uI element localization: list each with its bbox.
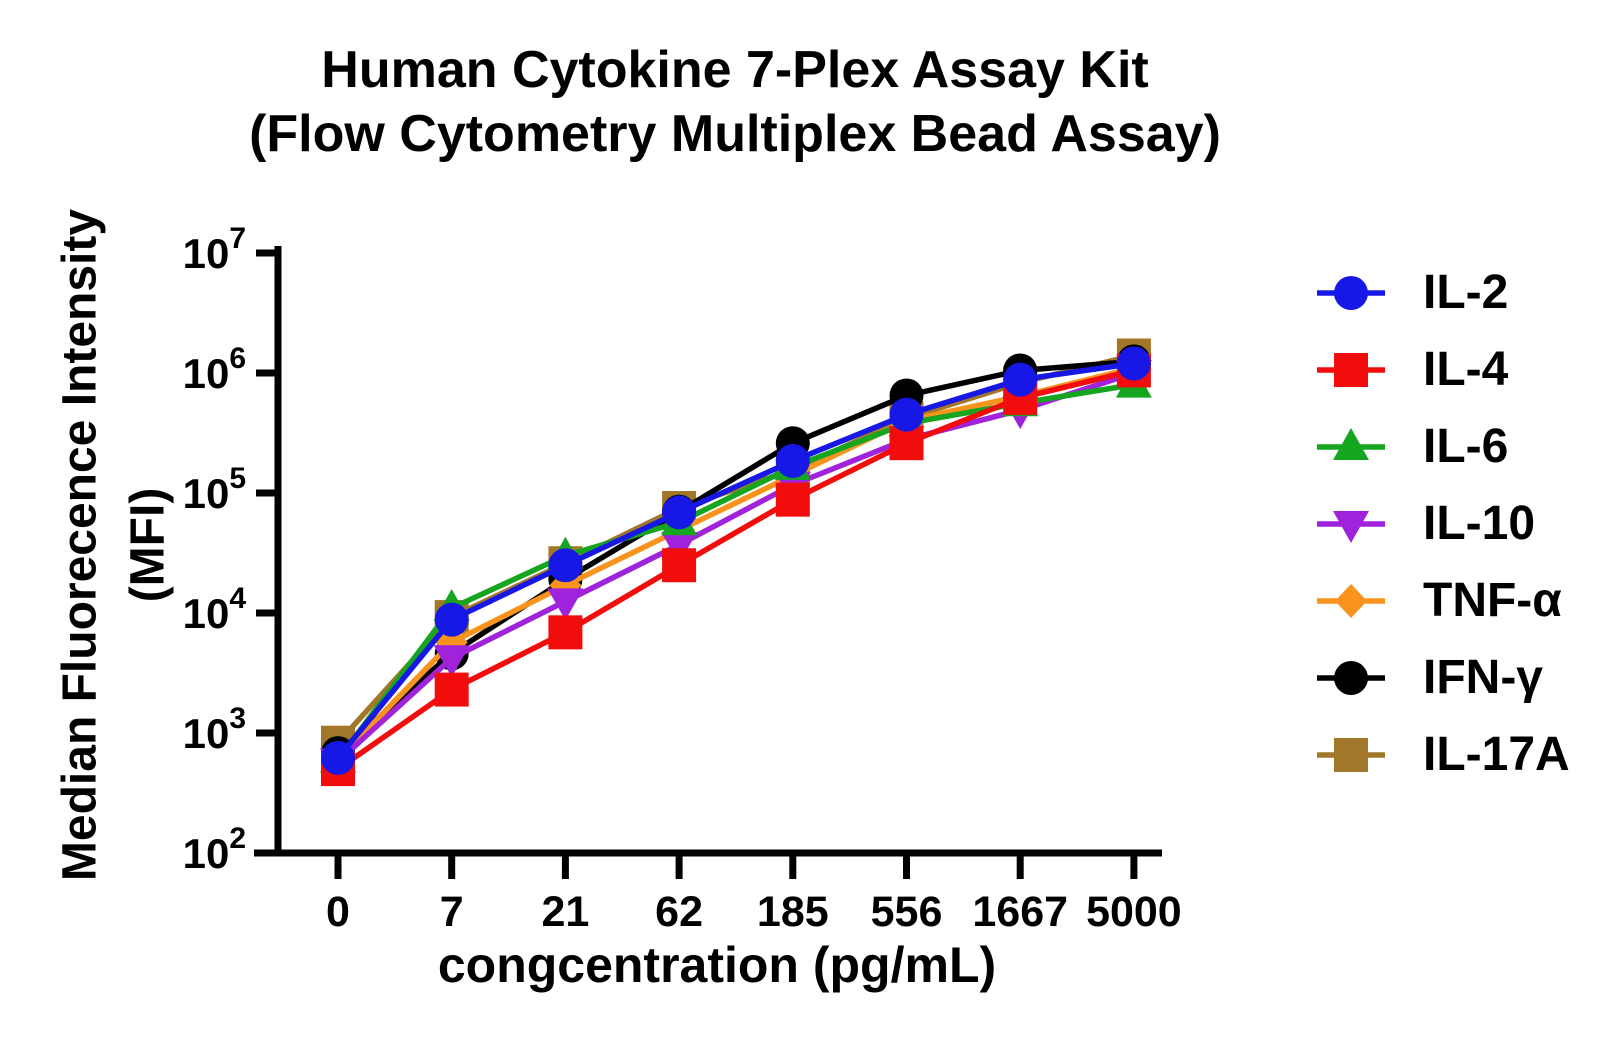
legend-item-TNF-α: TNF-α (1317, 562, 1570, 639)
legend-marker (1334, 660, 1368, 695)
legend: IL-2 IL-4 IL-6 IL-10 TNF-α IFN-γ IL-17A (1317, 254, 1570, 793)
series-marker-IL-4 (889, 426, 924, 461)
x-tick-label: 21 (541, 888, 589, 936)
series-marker-IL-10 (547, 588, 584, 621)
series-line-IL-10 (336, 370, 1135, 764)
legend-item-IFN-γ: IFN-γ (1317, 639, 1570, 716)
y-tick-label: 104 (183, 582, 247, 637)
x-tick-label: 5000 (1086, 888, 1182, 936)
legend-label: IL-2 (1423, 265, 1509, 319)
legend-marker (1334, 352, 1368, 387)
series-marker-IL-2 (434, 602, 469, 637)
x-tick-label: 556 (871, 888, 943, 936)
series-line-IFN-γ (336, 358, 1135, 756)
legend-item-IL-4: IL-4 (1317, 331, 1570, 408)
chart-title-line2: (Flow Cytometry Multiplex Bead Assay) (249, 105, 1221, 163)
x-tick-label: 0 (326, 888, 350, 936)
legend-marker-icon-IFN-γ (1317, 660, 1385, 695)
x-tick-label: 7 (440, 888, 464, 936)
legend-marker (1334, 275, 1368, 310)
legend-marker (1333, 427, 1369, 460)
legend-label: IFN-γ (1423, 650, 1543, 704)
x-tick-label: 62 (655, 888, 703, 936)
series-marker-IL-4 (662, 548, 697, 583)
legend-item-IL-6: IL-6 (1317, 408, 1570, 485)
series-line-IL-4 (336, 367, 1135, 772)
chart-title: Human Cytokine 7-Plex Assay Kit (Flow Cy… (60, 38, 1410, 166)
series-line-TNF-α (336, 365, 1135, 762)
x-axis-title: congcentration (pg/mL) (437, 937, 997, 993)
series-marker-IL-10 (661, 531, 698, 564)
series-line-IL-2 (335, 360, 1135, 760)
legend-marker-icon-IL-4 (1317, 352, 1385, 387)
series-marker-IL-4 (775, 482, 810, 517)
legend-marker-icon-IL-2 (1317, 275, 1385, 310)
legend-item-IL-10: IL-10 (1317, 485, 1570, 562)
legend-marker (1333, 510, 1369, 543)
legend-marker-icon-TNF-α (1317, 583, 1385, 618)
series-marker-IL-4 (548, 615, 583, 650)
x-tick-label: 185 (757, 888, 829, 936)
legend-label: TNF-α (1423, 573, 1562, 627)
legend-marker (1335, 583, 1367, 618)
series-marker-IL-2 (321, 740, 355, 775)
legend-marker-icon-IL-10 (1317, 510, 1385, 543)
y-tick-label: 103 (183, 702, 246, 757)
series-marker-IL-2 (889, 397, 924, 432)
y-tick-label: 107 (183, 222, 246, 277)
legend-label: IL-4 (1423, 342, 1509, 396)
legend-label: IL-17A (1423, 727, 1570, 781)
legend-marker (1334, 737, 1368, 772)
y-tick-label: 106 (183, 342, 246, 397)
y-tick-label: 105 (183, 462, 246, 517)
chart-title-line1: Human Cytokine 7-Plex Assay Kit (321, 41, 1149, 99)
x-tick-label: 1667 (972, 888, 1068, 936)
legend-label: IL-10 (1423, 496, 1536, 550)
series-marker-IL-2 (548, 548, 583, 583)
series-marker-IL-2 (775, 443, 810, 478)
series-marker-IL-2 (1003, 362, 1038, 397)
legend-item-IL-2: IL-2 (1317, 254, 1570, 331)
series-marker-IL-10 (433, 645, 470, 678)
series-marker-IL-4 (434, 672, 469, 707)
series-marker-IL-2 (1116, 346, 1151, 381)
series-marker-IL-2 (662, 495, 697, 530)
legend-marker-icon-IL-6 (1317, 427, 1385, 460)
legend-item-IL-17A: IL-17A (1317, 716, 1570, 793)
legend-marker-icon-IL-17A (1317, 737, 1385, 772)
y-tick-label: 102 (183, 822, 246, 877)
legend-label: IL-6 (1423, 419, 1509, 473)
